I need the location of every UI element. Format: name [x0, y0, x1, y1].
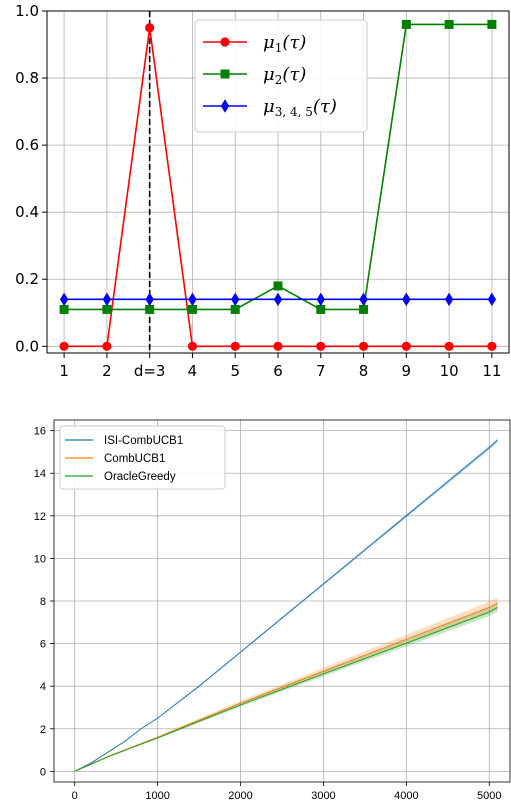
y-tick-label: 10 [34, 553, 46, 565]
x-tick-label: 7 [316, 362, 326, 380]
data-point [487, 341, 497, 351]
data-point [59, 341, 69, 351]
y-tick-label: 0.6 [15, 136, 39, 154]
data-point [444, 341, 454, 351]
x-tick-label: 4 [188, 362, 198, 380]
legend: ISI-CombUCB1 CombUCB1 OracleGreedy [59, 425, 226, 490]
x-tick-label: 0 [72, 790, 78, 802]
x-tick-label: 4000 [394, 790, 418, 802]
legend-marker [220, 69, 230, 79]
legend-label: μ1(τ) [263, 32, 306, 55]
x-tick-label: 5000 [477, 790, 501, 802]
series-line [74, 439, 498, 772]
legend-label-subscript: 2 [275, 73, 283, 87]
legend: μ1(τ)μ2(τ)μ3, 4, 5(τ) [194, 19, 368, 133]
x-tick-label: 1 [59, 362, 69, 380]
legend-label-subscript: 1 [275, 41, 283, 55]
data-point [273, 341, 283, 351]
data-point [316, 292, 325, 307]
data-point [59, 292, 69, 307]
legend-label-subscript: 3, 4, 5 [275, 105, 313, 119]
y-tick-label: 16 [34, 426, 46, 438]
series-group [74, 438, 498, 772]
data-point [145, 292, 154, 307]
data-point [444, 292, 454, 307]
series-group [59, 19, 497, 351]
data-point [401, 341, 411, 351]
regret-chart: 0 1000 2000 3000 4000 5000 0 2 4 6 8 10 12 14 16 ISI-C… [34, 419, 511, 802]
axis-ticks: 0 1000 2000 3000 4000 5000 0 2 4 6 8 10 12 14 16 [34, 426, 502, 802]
data-point [145, 23, 155, 33]
y-tick-label: 0.4 [15, 203, 39, 221]
data-point [487, 19, 497, 29]
data-point [487, 292, 497, 307]
series-line [74, 606, 498, 772]
x-tick-label: 11 [482, 362, 501, 380]
data-point [187, 304, 197, 314]
y-tick-label: 12 [34, 511, 46, 523]
x-tick-label: 1000 [145, 790, 169, 802]
y-tick-label: 0.0 [15, 337, 39, 355]
x-tick-label: 2 [102, 362, 112, 380]
data-point [145, 304, 155, 314]
legend-label: CombUCB1 [104, 453, 165, 465]
x-tick-label: 6 [273, 362, 283, 380]
x-tick-label: d=3 [134, 362, 166, 380]
y-tick-label: 6 [40, 639, 46, 651]
data-point [230, 341, 240, 351]
series-circle [59, 23, 497, 351]
data-point [359, 304, 369, 314]
legend-box [59, 425, 226, 490]
data-point [316, 304, 326, 314]
data-point [187, 341, 198, 351]
legend-label: OracleGreedy [104, 471, 176, 483]
data-point [273, 292, 283, 307]
x-tick-label: 3000 [311, 790, 335, 802]
legend-label-suffix: (τ) [282, 64, 306, 85]
x-tick-label: 8 [359, 362, 369, 380]
y-tick-label: 14 [34, 468, 46, 480]
data-point [102, 292, 112, 307]
y-tick-label: 0 [40, 766, 46, 778]
y-tick-label: 0.8 [15, 69, 39, 87]
legend-marker [220, 99, 230, 113]
axis-ticks: 1 2 d=3 4 5 6 7 8 9 10 11 0.0 0.2 0.4 0.6 0.8 1.0 [15, 2, 501, 380]
y-tick-label: 2 [40, 724, 46, 736]
legend-marker [220, 37, 230, 47]
data-point [230, 304, 240, 314]
regime-means-chart: 1 2 d=3 4 5 6 7 8 9 10 11 0.0 0.2 0.4 0.6 0.8 1.0 μ1(τ) μ… [15, 2, 510, 380]
data-point [59, 304, 69, 314]
data-point [102, 304, 112, 314]
data-point [401, 19, 411, 29]
data-point [358, 341, 369, 351]
x-tick-label: 10 [440, 362, 459, 380]
legend-label: μ2(τ) [263, 64, 306, 87]
data-point [102, 341, 112, 351]
y-tick-label: 8 [40, 596, 46, 608]
legend-label-suffix: (τ) [282, 32, 306, 53]
series-square [59, 19, 497, 314]
y-tick-label: 0.2 [15, 270, 39, 288]
legend-box [194, 19, 368, 133]
series-isi-combucb1 [74, 438, 498, 772]
x-tick-label: 9 [402, 362, 412, 380]
y-tick-label: 1.0 [15, 2, 39, 20]
legend-label-suffix: (τ) [313, 96, 337, 117]
legend-label: ISI-CombUCB1 [104, 435, 183, 447]
data-point [359, 292, 368, 307]
data-point [273, 281, 283, 291]
x-tick-label: 2000 [228, 790, 252, 802]
data-point [316, 341, 326, 351]
data-point [444, 19, 454, 29]
x-tick-label: 5 [230, 362, 240, 380]
series-diamond [59, 292, 497, 307]
data-point [402, 292, 411, 307]
series-oraclegreedy [74, 603, 498, 772]
data-point [231, 292, 240, 307]
data-point [188, 292, 197, 307]
y-tick-label: 4 [40, 681, 46, 693]
